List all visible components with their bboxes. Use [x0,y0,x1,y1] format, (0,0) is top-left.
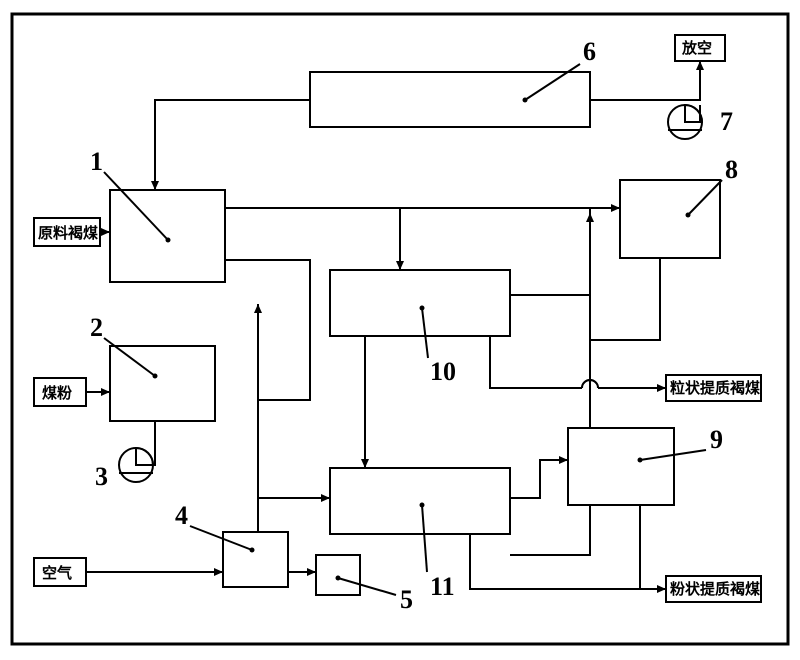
callout-num-10: 10 [430,357,456,386]
callout-num-2: 2 [90,313,103,342]
callout-num-11: 11 [430,572,455,601]
edge-11-to-9 [510,460,568,498]
callout-dot-4 [250,548,255,553]
label-yuanliao: 原料褐煤 [38,224,98,242]
callout-dot-1 [166,238,171,243]
edge-10-to-8 [510,208,590,295]
callout-num-3: 3 [95,462,108,491]
callout-line-10 [422,308,428,358]
callout-num-1: 1 [90,147,103,176]
callout-num-4: 4 [175,501,188,530]
box-1 [110,190,225,282]
callout-dot-8 [686,213,691,218]
callout-num-5: 5 [400,585,413,614]
edge-1-down-branch [225,260,310,304]
callout-dot-11 [420,503,425,508]
box-4 [223,532,288,587]
outer-frame [12,14,788,644]
box-10 [330,270,510,336]
pump-7-icon [668,105,702,139]
callout-dot-9 [638,458,643,463]
pump-3-icon [119,448,153,482]
label-meifen: 煤粉 [42,384,72,402]
label-lizhuang: 粒状提质褐煤 [670,379,760,397]
box-11 [330,468,510,534]
edge-merge-left [258,304,310,400]
callout-dot-2 [153,374,158,379]
edge-6-to-fangkong [590,61,700,100]
edge-11-to-fenzhuang [470,534,640,589]
edge-9-to-fenzhuang [640,505,666,589]
box-5 [316,555,360,595]
edge-6-to-1 [155,100,310,190]
callout-line-4 [190,526,252,550]
box-9 [568,428,674,505]
box-6 [310,72,590,127]
callout-num-9: 9 [710,425,723,454]
edge-8-down [590,258,660,340]
box-2 [110,346,215,421]
label-fenzhuang: 粉状提质褐煤 [670,580,760,598]
label-kongqi: 空气 [42,564,72,582]
callout-num-6: 6 [583,37,596,66]
edge-10-to-lizhuang [490,336,666,388]
callout-dot-10 [420,306,425,311]
callout-dot-5 [336,576,341,581]
edge-9-return [510,505,590,555]
callout-line-8 [688,180,722,215]
edge-left-to-11 [258,400,330,498]
callout-line-5 [338,578,396,595]
box-8 [620,180,720,258]
callout-line-6 [525,64,580,100]
callout-num-7: 7 [720,107,733,136]
callout-num-8: 8 [725,155,738,184]
edge-2-to-3 [153,421,155,465]
label-fangkong: 放空 [681,39,712,57]
callout-line-2 [104,338,155,376]
callout-dot-6 [523,98,528,103]
callout-line-11 [422,505,427,572]
